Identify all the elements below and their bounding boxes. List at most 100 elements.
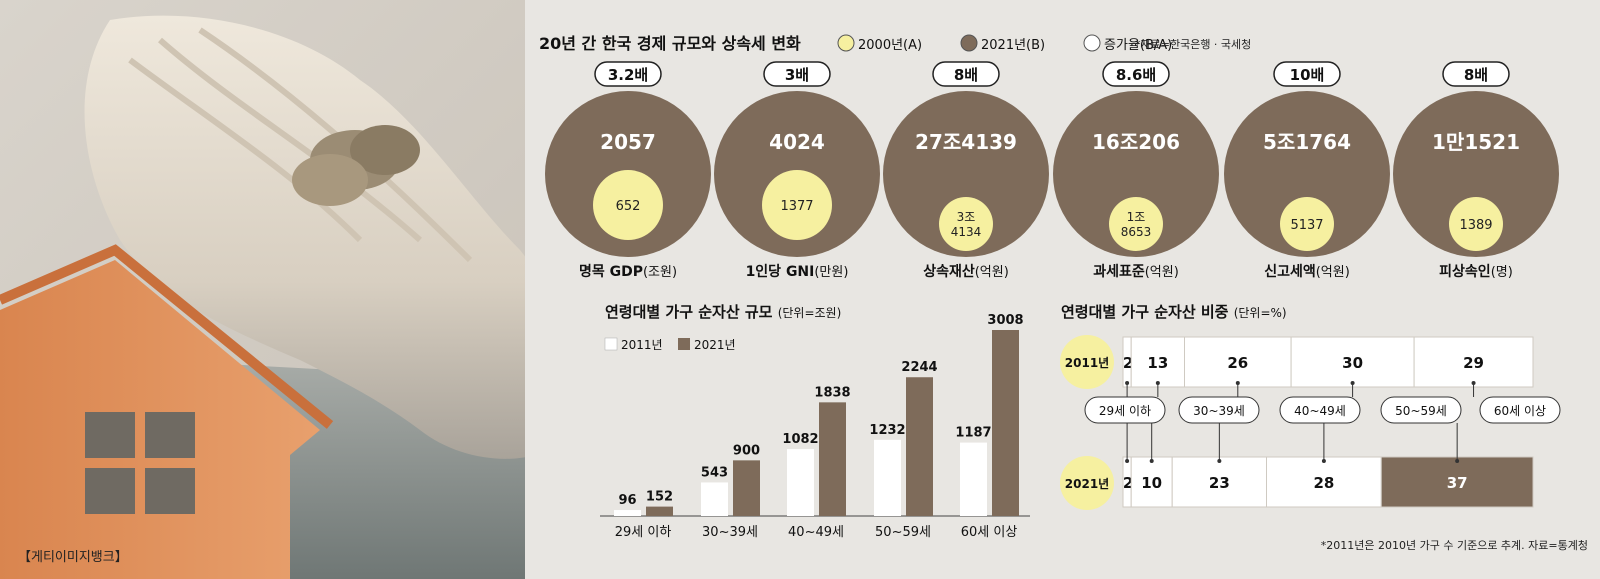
value-2021: 16조206 (1092, 130, 1180, 154)
bar-2011 (614, 510, 641, 516)
share-value-label: 10 (1141, 474, 1162, 492)
share-year-label: 2021년 (1065, 477, 1109, 491)
bar-2021 (906, 377, 933, 516)
bar-2021 (992, 330, 1019, 516)
bar-legend-label-2021: 2021년 (694, 338, 736, 352)
value-2000: 1377 (780, 199, 813, 214)
bubble-category-label: 과세표준(억원) (1093, 264, 1179, 280)
ratio-label: 3.2배 (608, 66, 648, 84)
bubble-chart-title: 20년 간 한국 경제 규모와 상속세 변화 (539, 34, 801, 53)
share-category-label: 50~59세 (1395, 404, 1447, 418)
bar-2021 (733, 460, 760, 516)
bubble-category-label: 1인당 GNI(만원) (746, 263, 849, 280)
bubble-2000 (593, 170, 663, 240)
value-2021: 5조1764 (1263, 130, 1351, 154)
share-connector-dot (1149, 459, 1154, 463)
value-2021: 1만1521 (1432, 130, 1520, 154)
share-segment (1130, 456, 1173, 508)
ratio-pill (932, 61, 1000, 87)
bubble-2021 (1053, 91, 1219, 257)
legend-label: 2000년(A) (858, 38, 922, 53)
share-category-pill (1279, 396, 1361, 424)
share-value-label: 30 (1342, 354, 1363, 372)
share-segment (1130, 336, 1186, 388)
value-2000: 1389 (1459, 218, 1492, 233)
share-connector-dot (1155, 381, 1160, 385)
value-2000-line1: 1조 (1127, 210, 1146, 224)
ratio-label: 8배 (954, 66, 978, 84)
bar-category-label: 40~49세 (788, 525, 844, 540)
bar-value-label: 1082 (782, 432, 818, 447)
share-value-label: 23 (1209, 474, 1230, 492)
bubble-category-label: 명목 GDP(조원) (579, 263, 677, 280)
bar-value-label: 2244 (901, 360, 937, 375)
share-category-label: 30~39세 (1193, 404, 1245, 418)
bar-value-label: 543 (701, 465, 728, 480)
money-bag-house-photo (0, 0, 595, 579)
share-value-label: 28 (1313, 474, 1334, 492)
bar-category-label: 50~59세 (875, 525, 931, 540)
share-category-label: 60세 이상 (1494, 404, 1546, 418)
info-panel: 20년 간 한국 경제 규모와 상속세 변화 2000년(A) 2021년(B) 증가… (525, 0, 1600, 579)
bar-value-label: 1187 (955, 426, 991, 441)
bubble-2000 (1449, 197, 1503, 251)
bar-value-label: 900 (733, 443, 760, 458)
ratio-pill (1102, 61, 1170, 87)
share-segment (1290, 336, 1415, 388)
share-year-bubble (1060, 456, 1114, 510)
bubble-chart-source: *자료=한국은행 · 국세청 (1135, 38, 1251, 51)
bar-2021 (646, 506, 673, 516)
share-value-label: 37 (1447, 474, 1468, 492)
bar-category-label: 29세 이하 (615, 525, 672, 540)
value-2000: 652 (616, 199, 641, 214)
bar-2011 (701, 482, 728, 516)
bar-2011 (960, 442, 987, 516)
legend-swatch (837, 34, 855, 52)
bubble-category-label: 신고세액(억원) (1264, 263, 1350, 280)
bubble-2000 (1109, 197, 1163, 251)
value-2021: 4024 (769, 130, 825, 154)
share-value-label: 29 (1463, 354, 1484, 372)
bubble-2000 (762, 170, 832, 240)
share-category-label: 40~49세 (1294, 404, 1346, 418)
share-connector-dot (1455, 459, 1460, 463)
bar-value-label: 96 (618, 493, 636, 508)
bubble-category-label: 상속재산(억원) (923, 263, 1009, 280)
share-segment (1380, 456, 1534, 508)
legend-swatch (1083, 34, 1101, 52)
ratio-label: 3배 (785, 66, 809, 84)
share-segment (1413, 336, 1534, 388)
share-year-bubble (1060, 335, 1114, 389)
bar-2011 (874, 439, 901, 516)
ratio-pill (1273, 61, 1341, 87)
value-2000-line2: 4134 (951, 225, 982, 239)
share-category-pill (1380, 396, 1462, 424)
bar-2011 (787, 449, 814, 516)
bar-value-label: 152 (646, 490, 673, 505)
share-value-label: 13 (1147, 354, 1168, 372)
share-segment (1184, 336, 1292, 388)
bar-value-label: 1232 (869, 423, 905, 438)
ratio-pill (763, 61, 831, 87)
bar-category-label: 30~39세 (702, 525, 758, 540)
bar-chart-title: 연령대별 가구 순자산 규모 (단위=조원) (605, 303, 841, 321)
legend-label: 증가율(B/A) (1104, 38, 1172, 53)
ratio-label: 8.6배 (1116, 66, 1156, 84)
bar-legend-swatch-2011 (604, 337, 618, 351)
bar-category-label: 60세 이상 (961, 525, 1018, 540)
legend-swatch (960, 34, 978, 52)
share-category-pill (1479, 396, 1561, 424)
value-2000-line2: 8653 (1121, 225, 1152, 239)
ratio-pill (1442, 61, 1510, 87)
legend-label: 2021년(B) (981, 38, 1045, 53)
share-connector-dot (1125, 459, 1130, 463)
bubble-2021 (1224, 91, 1390, 257)
value-2021: 2057 (600, 130, 656, 154)
bubble-2021 (1393, 91, 1559, 257)
value-2000: 5137 (1290, 218, 1323, 233)
share-connector-dot (1235, 381, 1240, 385)
share-connector-dot (1125, 381, 1130, 385)
bar-legend-label-2011: 2011년 (621, 338, 663, 352)
share-connector-dot (1321, 459, 1326, 463)
